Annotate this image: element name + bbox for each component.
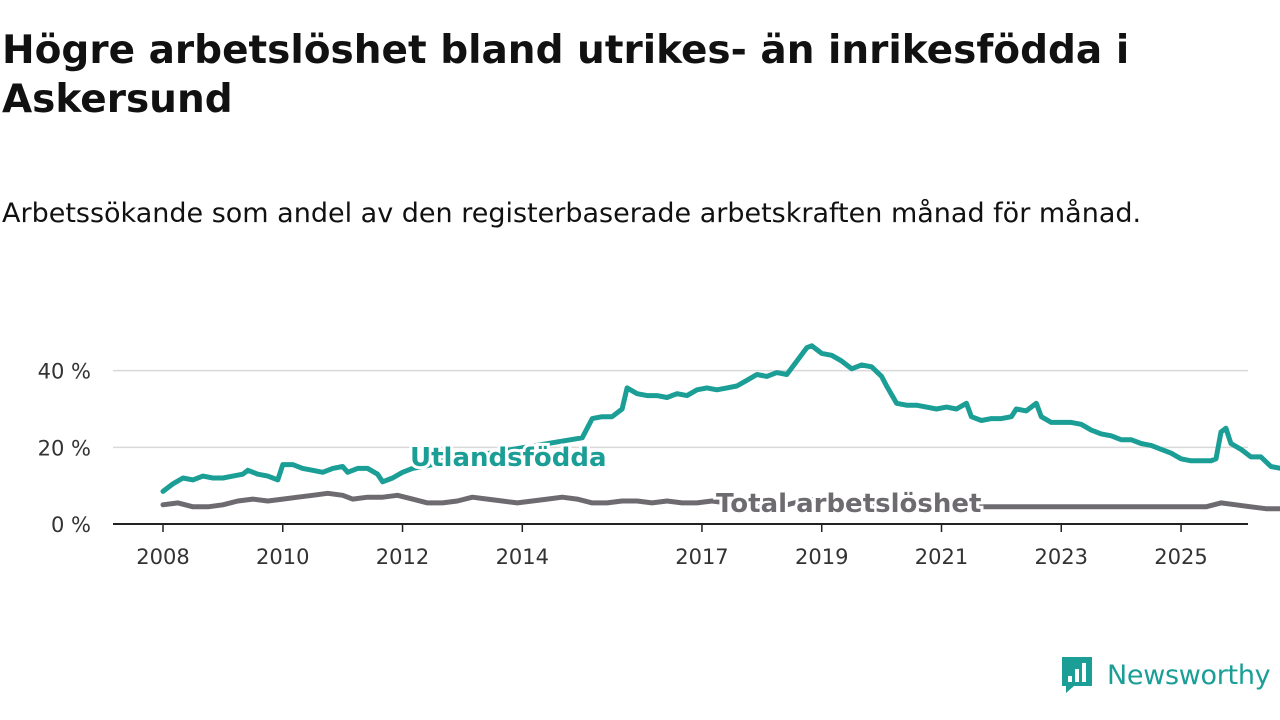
y-axis-ticks: 0 % 20 % 40 % — [38, 360, 91, 537]
y-tick-label: 0 % — [51, 513, 91, 537]
series-lines — [160, 343, 1280, 512]
y-tick-label: 20 % — [38, 436, 91, 460]
x-tick-label: 2021 — [915, 545, 968, 569]
series-line-0 — [160, 343, 1280, 494]
y-tick-label: 40 % — [38, 360, 91, 384]
x-tick-label: 2019 — [795, 545, 848, 569]
chart-subtitle: Arbetssökande som andel av den registerb… — [2, 198, 1142, 229]
x-tick-label: 2025 — [1154, 545, 1207, 569]
newsworthy-logo: Newsworthy — [1059, 655, 1271, 695]
x-tick-label: 2012 — [376, 545, 429, 569]
x-tick-label: 2014 — [496, 545, 549, 569]
series-label-total: Total arbetslöshet — [716, 489, 981, 519]
x-tick-label: 2017 — [675, 545, 728, 569]
bar-chart-speech-icon — [1062, 657, 1092, 693]
grid-lines — [113, 369, 1248, 449]
x-tick-label: 2010 — [256, 545, 309, 569]
x-tick-label: 2008 — [136, 545, 189, 569]
x-axis-ticks: 2008 2010 2012 2014 2017 2019 2021 2023 2025 — [136, 524, 1208, 569]
chart-title: Högre arbetslöshet bland utrikes- än inr… — [2, 28, 1130, 122]
line-chart: 0 % 20 % 40 % 2008 2010 2012 2014 2017 2019 2021… — [38, 343, 1280, 569]
brand-name: Newsworthy — [1107, 659, 1271, 691]
series-label-utlandsfodda: Utlandsfödda — [410, 443, 607, 473]
series-line-1 — [160, 490, 1280, 512]
x-tick-label: 2023 — [1035, 545, 1088, 569]
